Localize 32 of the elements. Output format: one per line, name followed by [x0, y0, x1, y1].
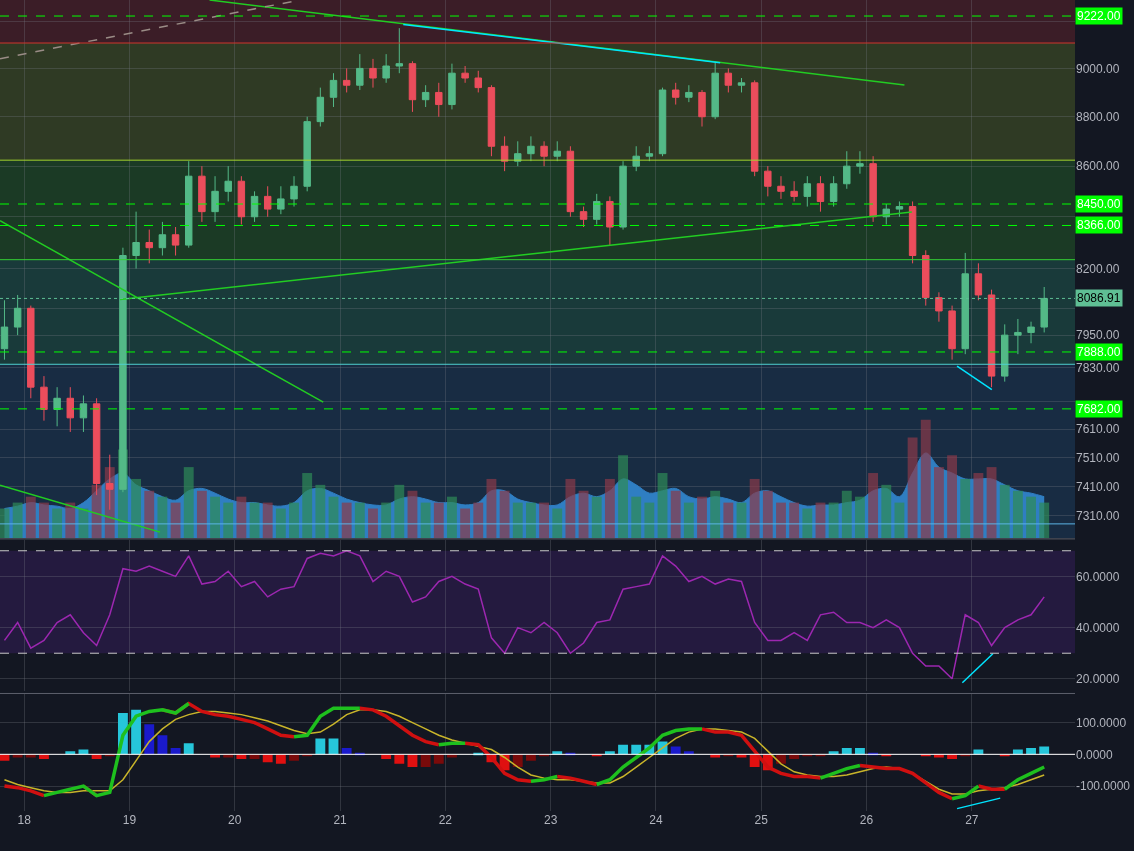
y-tick-label: 20.0000 — [1076, 672, 1120, 687]
x-tick-label: 22 — [438, 813, 453, 828]
ref-line-label: 7888.00 — [1077, 345, 1121, 359]
x-tick-label: 27 — [965, 813, 979, 828]
y-tick-label: 0.0000 — [1076, 747, 1114, 762]
ref-line-label: 8450.00 — [1077, 197, 1121, 211]
ref-line-label: 8086.91 — [1077, 291, 1121, 305]
x-tick-label: 25 — [754, 813, 769, 828]
y-tick-label: 60.0000 — [1076, 569, 1120, 584]
x-tick-label: 18 — [17, 813, 32, 828]
y-tick-label: 8200.00 — [1076, 261, 1120, 276]
y-tick-label: 40.0000 — [1076, 620, 1120, 635]
y-tick-label: 9000.00 — [1076, 61, 1120, 76]
ref-line-label: 7682.00 — [1077, 402, 1121, 416]
y-tick-label: 7510.00 — [1076, 450, 1120, 465]
x-tick-label: 24 — [649, 813, 663, 828]
x-tick-label: 19 — [122, 813, 137, 828]
y-tick-label: 7950.00 — [1076, 328, 1120, 343]
x-tick-label: 21 — [333, 813, 348, 828]
y-tick-label: 100.0000 — [1076, 715, 1127, 730]
y-tick-label: 8800.00 — [1076, 109, 1120, 124]
x-tick-label: 23 — [543, 813, 558, 828]
y-tick-label: 7610.00 — [1076, 422, 1120, 437]
y-tick-label: 7310.00 — [1076, 508, 1120, 523]
ref-line-label: 9222.00 — [1077, 9, 1121, 23]
y-tick-label: -100.0000 — [1076, 779, 1131, 794]
x-tick-label: 20 — [228, 813, 242, 828]
ref-line-label: 8366.00 — [1077, 218, 1121, 232]
x-tick-label: 26 — [859, 813, 874, 828]
y-tick-label: 8600.00 — [1076, 159, 1120, 174]
y-tick-label: 7410.00 — [1076, 479, 1120, 494]
y-tick-label: 7830.00 — [1076, 361, 1120, 376]
